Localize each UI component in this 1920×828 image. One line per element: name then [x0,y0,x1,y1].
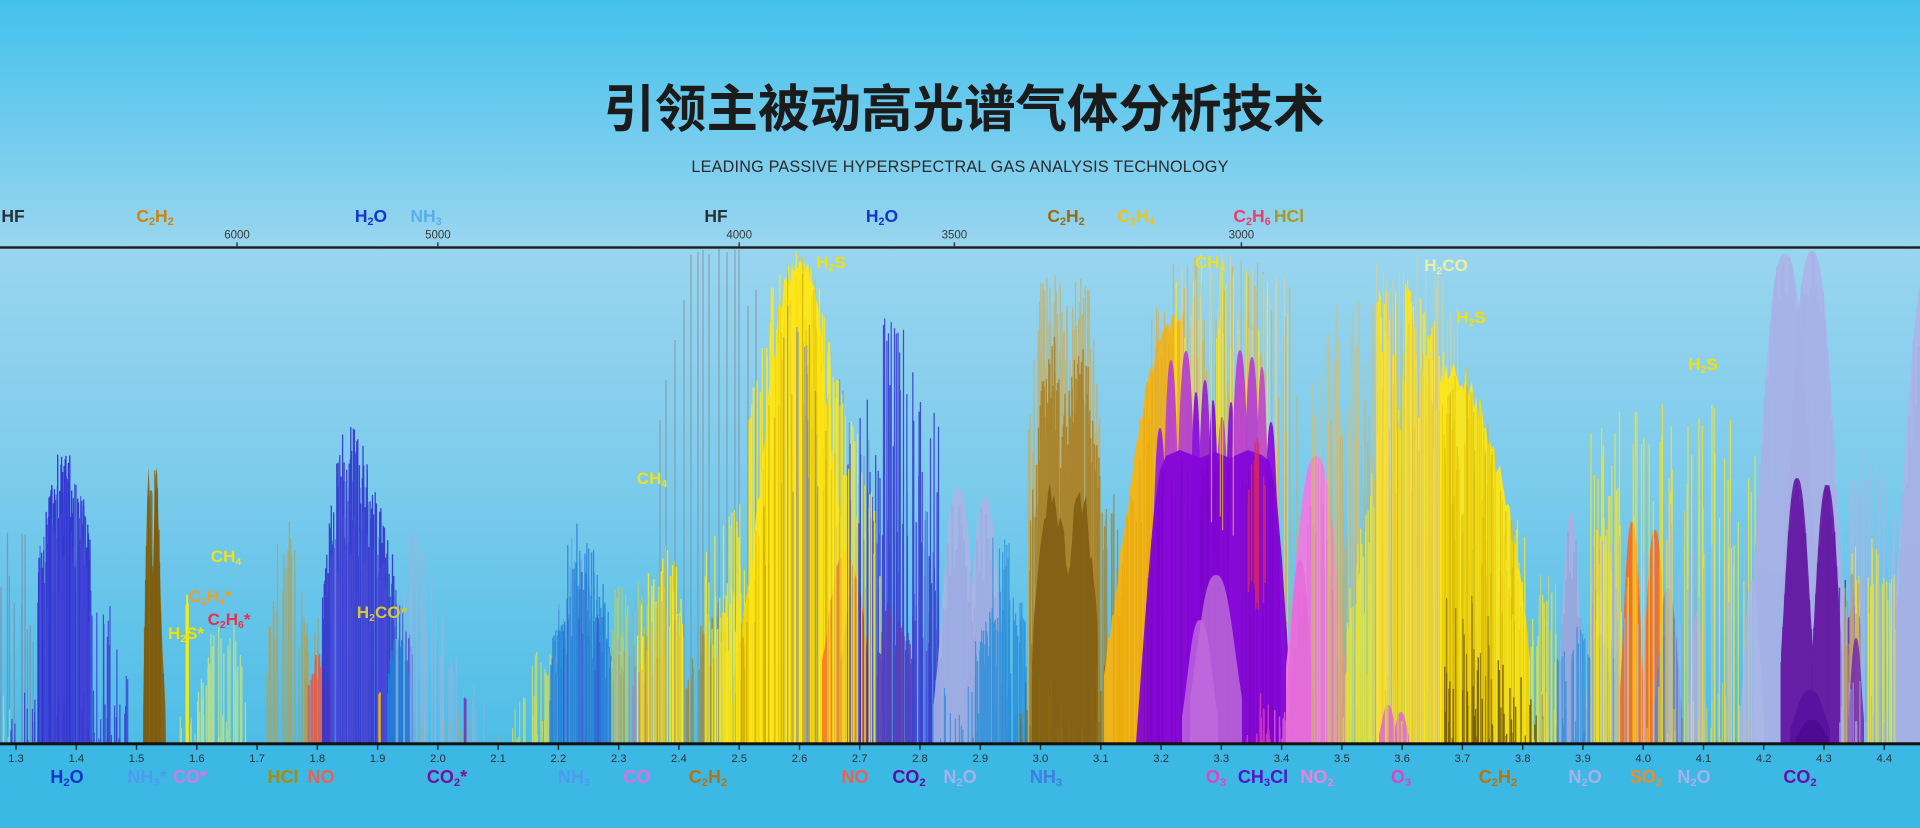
svg-text:1.6: 1.6 [189,753,205,765]
svg-text:3.6: 3.6 [1394,753,1410,765]
svg-text:3.0: 3.0 [1033,753,1049,765]
svg-text:NH3​: NH3​ [558,767,590,789]
svg-text:3.7: 3.7 [1455,753,1471,765]
svg-text:3.5: 3.5 [1334,753,1350,765]
svg-text:2.1: 2.1 [490,753,506,765]
svg-text:C2​H6​: C2​H6​ [1233,206,1270,228]
svg-text:4.4: 4.4 [1876,753,1892,765]
svg-text:3.4: 3.4 [1274,753,1290,765]
svg-text:LEADING PASSIVE HYPERSPECTRAL: LEADING PASSIVE HYPERSPECTRAL GAS ANALYS… [691,158,1228,176]
svg-text:CH4​: CH4​ [637,469,668,490]
svg-text:C2​H2​: C2​H2​ [689,767,727,789]
svg-text:NO: NO [308,767,335,787]
svg-text:1.4: 1.4 [68,753,84,765]
svg-text:C2​H2​: C2​H2​ [1479,767,1517,789]
svg-text:CO2​: CO2​ [1783,767,1816,789]
svg-text:1.5: 1.5 [129,753,145,765]
svg-text:N2​O: N2​O [1677,767,1710,789]
svg-text:3.8: 3.8 [1515,753,1531,765]
svg-text:4.1: 4.1 [1696,753,1712,765]
svg-text:3.9: 3.9 [1575,753,1591,765]
svg-text:4.2: 4.2 [1756,753,1772,765]
svg-text:2.6: 2.6 [792,753,808,765]
svg-text:C2​H4​*: C2​H4​* [189,587,232,608]
svg-text:H2​S: H2​S [816,253,845,274]
svg-text:SO2​: SO2​ [1630,767,1662,789]
svg-text:4.3: 4.3 [1816,753,1832,765]
svg-text:O3​: O3​ [1206,767,1226,789]
svg-text:CO2​*: CO2​* [427,767,467,789]
svg-text:5000: 5000 [425,230,451,242]
svg-text:CO: CO [624,767,651,787]
svg-text:HCl: HCl [1274,206,1304,226]
svg-text:N2​O: N2​O [943,767,976,789]
svg-text:CH3​Cl: CH3​Cl [1238,767,1288,789]
svg-text:1.7: 1.7 [249,753,265,765]
svg-text:3500: 3500 [942,230,968,242]
svg-text:HF: HF [704,206,728,226]
svg-text:2.3: 2.3 [611,753,627,765]
svg-text:O2​: O2​ [0,767,6,789]
svg-text:C2​H2​: C2​H2​ [136,206,173,228]
svg-text:4.0: 4.0 [1635,753,1651,765]
svg-text:N2​O: N2​O [1568,767,1601,789]
svg-text:6000: 6000 [224,230,250,242]
svg-text:H2​CO: H2​CO [1424,256,1468,277]
svg-text:CH4​: CH4​ [211,547,242,568]
svg-text:H2​CO*: H2​CO* [357,603,408,624]
svg-text:H2​O: H2​O [50,767,83,789]
svg-text:1.3: 1.3 [8,753,24,765]
svg-text:O3​: O3​ [1391,767,1411,789]
svg-text:NH3​: NH3​ [410,206,441,228]
svg-text:CO2​: CO2​ [892,767,925,789]
svg-text:H2​O: H2​O [866,206,898,228]
svg-text:2.9: 2.9 [972,753,988,765]
svg-text:2.7: 2.7 [852,753,868,765]
svg-text:HF: HF [1,206,25,226]
svg-text:3.2: 3.2 [1153,753,1169,765]
svg-text:CO*: CO* [173,767,207,787]
svg-text:CH4​: CH4​ [1195,253,1226,274]
svg-text:1.9: 1.9 [370,753,386,765]
svg-text:3.3: 3.3 [1213,753,1229,765]
svg-text:H2​S: H2​S [1456,308,1485,329]
svg-text:4000: 4000 [726,230,752,242]
svg-text:NH3​: NH3​ [1030,767,1062,789]
svg-text:NO2​: NO2​ [1300,767,1333,789]
svg-text:2.5: 2.5 [731,753,747,765]
svg-text:3.1: 3.1 [1093,753,1109,765]
svg-text:2.8: 2.8 [912,753,928,765]
svg-text:NO: NO [842,767,869,787]
svg-text:NH3​*: NH3​* [127,767,166,789]
svg-text:C2​H6​*: C2​H6​* [208,610,251,631]
svg-text:H2​S*: H2​S* [168,624,204,645]
svg-text:2.2: 2.2 [551,753,567,765]
svg-text:C2​H2​: C2​H2​ [1047,206,1084,228]
svg-text:2.4: 2.4 [671,753,687,765]
svg-text:H2​O: H2​O [355,206,387,228]
svg-text:3000: 3000 [1229,230,1255,242]
svg-text:1.8: 1.8 [309,753,325,765]
svg-text:2.0: 2.0 [430,753,446,765]
svg-text:C2​H4​: C2​H4​ [1117,206,1154,228]
svg-text:H2​S: H2​S [1688,355,1717,376]
svg-text:HCl: HCl [268,767,299,787]
